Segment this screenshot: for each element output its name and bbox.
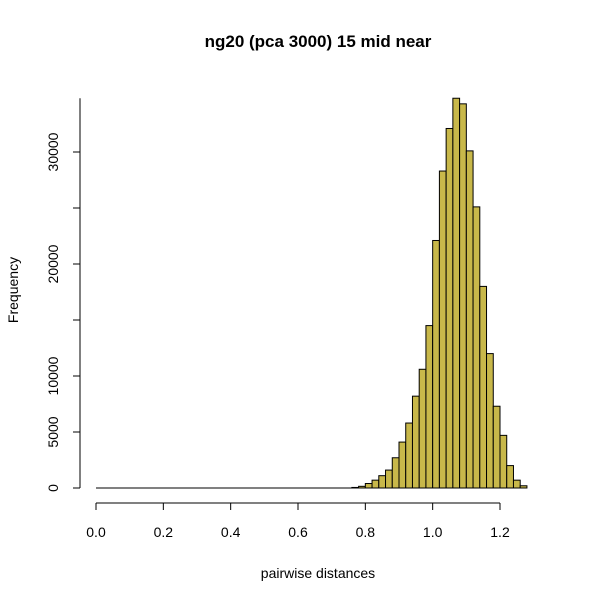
histogram-bar bbox=[418, 368, 427, 489]
x-tick-label: 1.2 bbox=[490, 524, 510, 540]
histogram-bar bbox=[351, 486, 360, 489]
histogram-bar bbox=[371, 479, 380, 489]
x-axis: 0.0 0.2 0.4 0.6 0.8 1.0 1.2 bbox=[86, 502, 510, 540]
histogram-bar bbox=[472, 206, 481, 489]
histogram-bar bbox=[411, 395, 420, 489]
histogram-bar bbox=[425, 325, 434, 489]
chart-title: ng20 (pca 3000) 15 mid near bbox=[205, 32, 432, 51]
histogram-bar bbox=[378, 475, 387, 489]
histogram-bar bbox=[358, 485, 366, 489]
y-tick-label: 5000 bbox=[45, 416, 61, 447]
x-tick-label: 1.0 bbox=[423, 524, 443, 540]
x-tick-label: 0.2 bbox=[154, 524, 174, 540]
y-tick-label: 0 bbox=[45, 484, 61, 492]
histogram-bar bbox=[445, 127, 454, 489]
y-tick-label: 10000 bbox=[45, 356, 61, 395]
histogram-bar bbox=[364, 483, 373, 489]
histogram-bar bbox=[391, 457, 400, 489]
histogram-bar bbox=[385, 469, 393, 489]
histogram-bar bbox=[405, 422, 413, 489]
x-axis-label: pairwise distances bbox=[261, 565, 375, 581]
histogram-bar bbox=[398, 441, 407, 489]
histogram-bar bbox=[432, 239, 440, 489]
y-axis-label: Frequency bbox=[5, 257, 21, 323]
histogram-bar bbox=[452, 97, 461, 489]
x-tick-label: 0.4 bbox=[221, 524, 241, 540]
y-tick-label: 20000 bbox=[45, 244, 61, 283]
histogram-bar bbox=[519, 485, 528, 489]
histogram-bar bbox=[512, 479, 521, 489]
y-tick-label: 30000 bbox=[45, 132, 61, 171]
histogram-bar bbox=[492, 405, 501, 489]
x-tick-label: 0.0 bbox=[86, 524, 106, 540]
histogram-bar bbox=[459, 103, 467, 489]
histogram-bar bbox=[438, 170, 447, 489]
histogram-bar bbox=[486, 353, 494, 489]
y-axis: 0 5000 10000 20000 30000 bbox=[45, 98, 81, 492]
x-tick-label: 0.8 bbox=[356, 524, 376, 540]
histogram-bar bbox=[499, 434, 508, 489]
x-tick-label: 0.6 bbox=[288, 524, 308, 540]
histogram-bar bbox=[506, 465, 514, 489]
histogram-bar bbox=[465, 150, 474, 489]
histogram-bar bbox=[479, 285, 488, 489]
histogram-bars bbox=[96, 97, 528, 489]
